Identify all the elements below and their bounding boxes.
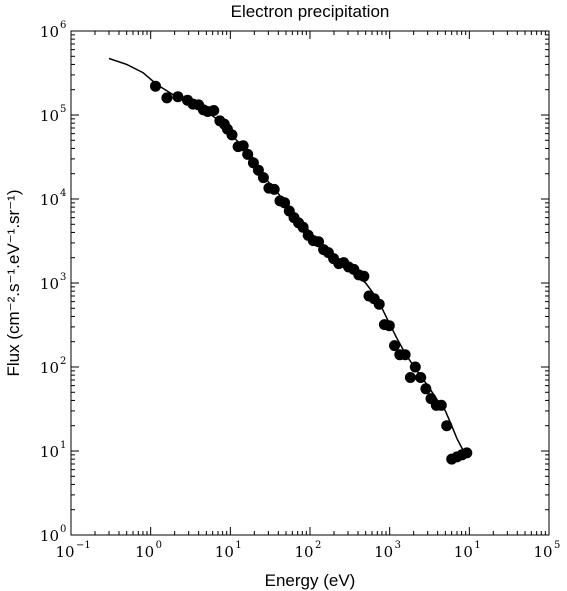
x-tick-label: 10 (454, 543, 473, 561)
x-axis-label: Energy (eV) (265, 571, 356, 590)
data-point (420, 383, 432, 395)
y-tick-label: 10 (40, 527, 59, 545)
y-tick-label: 10 (40, 275, 59, 293)
data-point (409, 361, 421, 373)
data-point (226, 129, 238, 141)
plot-marks (108, 57, 473, 465)
y-axis-label: Flux (cm⁻².s⁻¹.eV⁻¹.sr⁻¹) (4, 190, 23, 377)
data-point (161, 92, 173, 104)
x-tick-exponent: 1 (235, 540, 241, 551)
y-tick-exponent: 2 (60, 356, 66, 367)
y-tick-label: 10 (40, 23, 59, 41)
data-point (383, 320, 395, 332)
y-tick-exponent: 4 (60, 188, 66, 199)
data-point (404, 372, 416, 383)
data-point (399, 349, 411, 361)
data-point (268, 183, 280, 195)
y-tick-label: 10 (40, 191, 59, 209)
axis-ticks: 10 −1 10 0 10 1 10 2 10 3 10 1 10 510 010 110 210 310 410 5… (40, 20, 560, 561)
plot-frame (70, 30, 550, 536)
data-point (208, 105, 220, 116)
y-tick-label: 10 (40, 107, 59, 125)
data-point (172, 91, 184, 103)
y-tick-label: 10 (40, 359, 59, 377)
x-tick-label: 10 (135, 543, 154, 561)
data-point (313, 236, 324, 248)
y-tick-exponent: 5 (60, 104, 66, 115)
data-point (237, 140, 249, 152)
y-tick-label: 10 (40, 443, 59, 461)
x-tick-label: 10 (55, 543, 74, 561)
series-line (108, 57, 467, 456)
data-point (279, 197, 291, 209)
x-tick-label: 10 (215, 543, 234, 561)
y-tick-exponent: 0 (60, 524, 66, 535)
data-point (257, 172, 269, 184)
y-tick-exponent: 3 (60, 272, 66, 283)
data-point (242, 148, 254, 160)
x-tick-exponent: 5 (554, 540, 560, 551)
x-tick-label: 10 (533, 543, 552, 561)
data-point (297, 221, 309, 233)
x-tick-exponent: 2 (315, 540, 321, 551)
data-point (461, 447, 473, 459)
x-tick-exponent: 0 (156, 540, 162, 551)
x-tick-label: 10 (294, 543, 313, 561)
x-tick-exponent: 3 (395, 540, 401, 551)
chart-title: Electron precipitation (231, 2, 390, 21)
data-point (435, 399, 447, 411)
x-tick-exponent: 1 (474, 540, 480, 551)
data-point (358, 270, 370, 282)
data-point (415, 372, 427, 383)
data-point (150, 80, 161, 92)
data-point (373, 298, 385, 310)
y-tick-exponent: 1 (60, 440, 66, 451)
data-point (441, 420, 453, 432)
x-tick-label: 10 (374, 543, 393, 561)
data-point (389, 340, 400, 352)
x-tick-exponent: −1 (76, 540, 91, 551)
y-tick-exponent: 6 (60, 20, 66, 31)
